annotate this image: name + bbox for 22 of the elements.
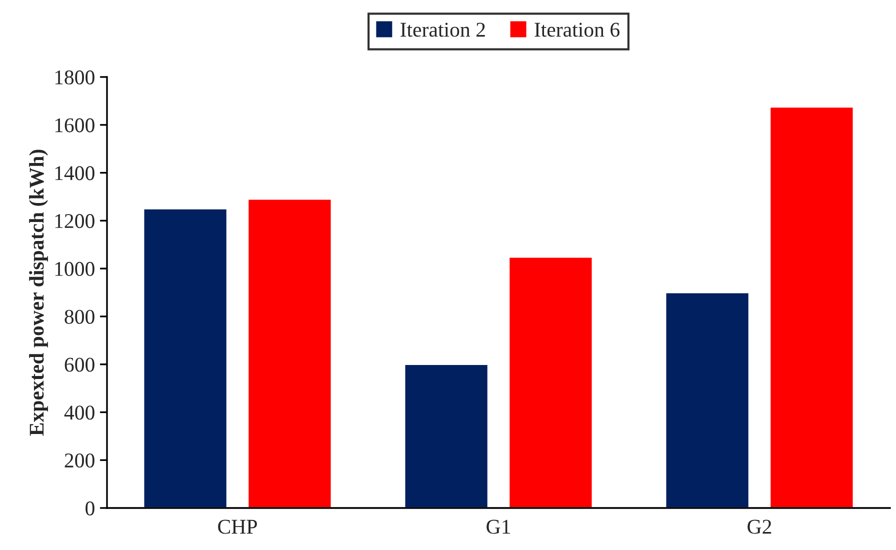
y-tick-label: 1800	[55, 70, 94, 84]
x-tick-label: G1	[486, 520, 510, 534]
bar	[769, 106, 854, 508]
bar	[404, 364, 489, 508]
y-tick-label: 1400	[55, 166, 94, 180]
bar	[664, 292, 750, 508]
bar	[142, 208, 228, 508]
bar	[247, 198, 332, 508]
y-tick-label: 1000	[55, 262, 94, 276]
y-tick-label: 800	[64, 310, 94, 324]
y-tick-label: 200	[64, 453, 94, 468]
y-tick-label: 400	[64, 406, 94, 420]
y-tick-label: 1600	[55, 118, 94, 132]
legend-label: Iteration 2	[400, 22, 485, 37]
legend-label: Iteration 6	[534, 22, 620, 37]
x-tick-label: G2	[748, 520, 772, 534]
y-tick-label: 600	[64, 358, 94, 372]
bar	[508, 256, 594, 508]
y-tick-label: 1200	[55, 214, 94, 228]
y-tick-label: 0	[86, 501, 94, 516]
y-axis-title: Expexted power dispatch (kWh)	[29, 150, 48, 436]
x-tick-label: CHP	[218, 520, 257, 534]
